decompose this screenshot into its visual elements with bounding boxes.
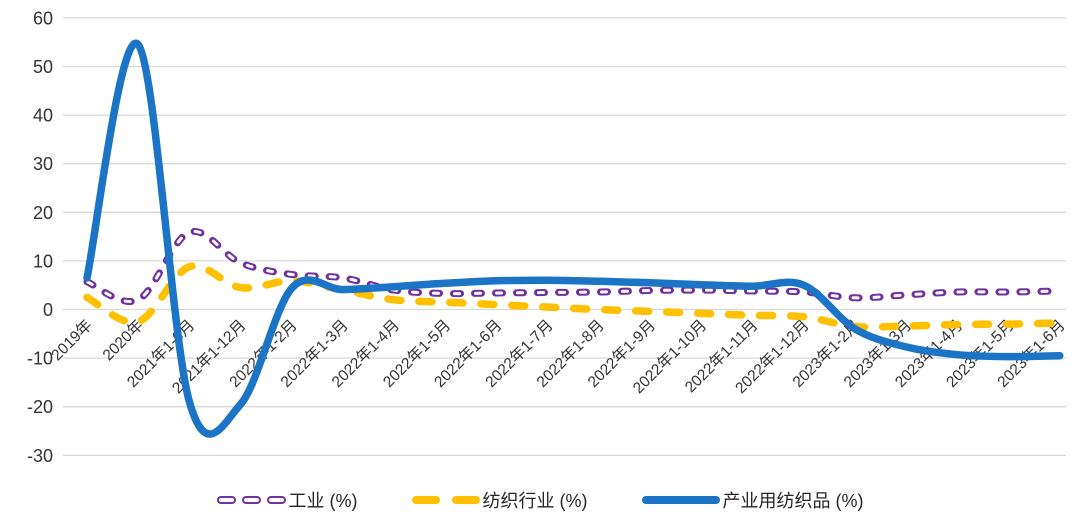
legend-item-textile[interactable]: 纺织行业 (%) — [411, 487, 588, 513]
y-axis-label: 10 — [33, 251, 53, 271]
y-axis-label: 20 — [33, 203, 53, 223]
textile-line-sample-icon — [411, 496, 480, 504]
legend-label-industry: 工业 (%) — [288, 491, 358, 511]
y-axis-label: 50 — [33, 57, 53, 77]
technical-textiles-series-line[interactable] — [83, 39, 1064, 438]
y-axis-label: 40 — [33, 106, 53, 126]
y-axis-label: -20 — [27, 397, 53, 417]
legend-item-industry[interactable]: 工业 (%) — [216, 487, 358, 513]
industry-series-line-inner — [85, 229, 1062, 303]
textile-series-line[interactable] — [83, 262, 1064, 331]
y-axis-label: 30 — [33, 154, 53, 174]
industry-series-line[interactable] — [83, 227, 1064, 305]
industry-line-sample-icon — [216, 496, 286, 504]
y-axis-label: -10 — [27, 349, 53, 369]
legend: 工业 (%) 纺织行业 (%) 产业用纺织品 (%) — [0, 487, 1080, 513]
technical-textiles-line-sample-icon — [641, 496, 720, 504]
x-axis-label: 2019年 — [48, 316, 96, 364]
y-axis-label: 60 — [33, 8, 53, 28]
legend-item-technical-textiles[interactable]: 产业用纺织品 (%) — [641, 487, 864, 513]
y-axis-label: -30 — [27, 446, 53, 466]
legend-label-textile: 纺织行业 (%) — [482, 491, 588, 511]
y-axis-label: 0 — [43, 300, 53, 320]
legend-label-technical-textiles: 产业用纺织品 (%) — [722, 491, 864, 511]
